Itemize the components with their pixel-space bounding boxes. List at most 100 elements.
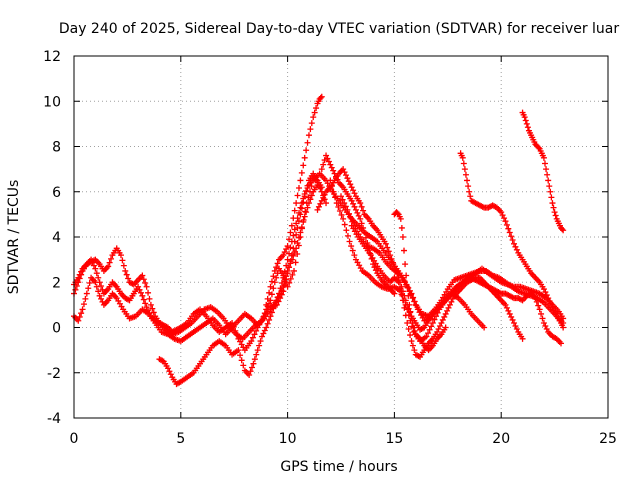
data-point bbox=[311, 109, 318, 116]
data-point bbox=[441, 313, 448, 320]
data-point bbox=[408, 315, 415, 322]
data-point bbox=[542, 289, 549, 296]
data-point bbox=[90, 262, 97, 269]
data-point bbox=[72, 286, 79, 293]
y-tick-label: 10 bbox=[43, 94, 61, 110]
data-point bbox=[545, 177, 552, 184]
data-point bbox=[284, 243, 291, 250]
data-point bbox=[238, 357, 245, 364]
data-point bbox=[253, 351, 260, 358]
data-point bbox=[297, 234, 304, 240]
y-tick-label: 4 bbox=[52, 230, 61, 246]
data-point bbox=[294, 250, 301, 257]
data-point bbox=[76, 271, 83, 278]
data-point bbox=[287, 229, 294, 236]
data-point bbox=[323, 152, 330, 159]
data-point bbox=[293, 220, 300, 227]
data-point bbox=[407, 332, 414, 339]
data-point bbox=[263, 301, 270, 308]
data-point bbox=[301, 213, 308, 220]
data-point bbox=[139, 292, 146, 299]
data-point bbox=[442, 324, 449, 331]
data-point bbox=[98, 283, 105, 290]
data-point bbox=[340, 166, 347, 173]
data-point bbox=[551, 209, 558, 216]
data-point bbox=[535, 302, 542, 309]
data-point bbox=[408, 290, 415, 297]
data-point bbox=[95, 274, 102, 281]
data-point bbox=[300, 195, 307, 202]
data-point bbox=[263, 324, 270, 331]
data-point bbox=[532, 295, 539, 302]
data-point bbox=[300, 162, 307, 169]
data-point bbox=[545, 295, 552, 302]
data-point bbox=[150, 309, 157, 316]
data-point bbox=[345, 178, 352, 185]
data-point bbox=[411, 327, 418, 334]
data-point bbox=[436, 322, 443, 329]
data-point bbox=[403, 272, 410, 279]
data-point bbox=[271, 301, 278, 308]
y-axis-label: SDTVAR / TECUs bbox=[6, 180, 22, 295]
data-point bbox=[143, 304, 150, 311]
data-point bbox=[303, 187, 310, 194]
data-point bbox=[351, 252, 358, 259]
data-point bbox=[348, 243, 355, 250]
data-point bbox=[521, 114, 528, 121]
data-point bbox=[384, 244, 391, 251]
data-point bbox=[167, 371, 174, 378]
data-point bbox=[307, 188, 314, 195]
data-point bbox=[253, 327, 260, 334]
data-point bbox=[249, 334, 256, 341]
data-point bbox=[407, 308, 414, 315]
data-point bbox=[332, 194, 339, 201]
data-point bbox=[442, 310, 449, 317]
data-point bbox=[266, 316, 273, 323]
data-point bbox=[342, 203, 349, 210]
data-point bbox=[347, 214, 354, 221]
axis-ticks: 0 5 10 15 20 25 -4 -2 0 2 4 6 8 10 12 bbox=[43, 49, 617, 447]
data-point bbox=[295, 242, 302, 249]
data-point bbox=[313, 105, 320, 112]
data-point bbox=[96, 292, 103, 299]
data-point bbox=[431, 316, 438, 323]
data-point bbox=[290, 215, 297, 222]
data-point bbox=[147, 301, 154, 308]
data-point bbox=[324, 155, 331, 162]
data-point bbox=[465, 183, 472, 190]
data-point bbox=[546, 298, 553, 305]
data-point bbox=[505, 225, 512, 232]
data-point bbox=[283, 262, 290, 269]
data-point bbox=[402, 261, 409, 268]
data-point bbox=[291, 207, 298, 214]
data-point bbox=[287, 275, 294, 282]
data-point bbox=[508, 313, 515, 320]
x-tick-label: 25 bbox=[599, 431, 617, 447]
data-point bbox=[548, 194, 555, 201]
data-point bbox=[533, 298, 540, 305]
data-point bbox=[402, 312, 409, 319]
data-point bbox=[246, 372, 253, 379]
data-point bbox=[271, 279, 278, 286]
data-point bbox=[357, 215, 364, 222]
data-point bbox=[92, 279, 99, 286]
data-point bbox=[552, 310, 559, 317]
data-point bbox=[372, 267, 379, 274]
data-point bbox=[293, 231, 300, 238]
data-point bbox=[292, 259, 299, 266]
data-point bbox=[280, 274, 287, 281]
data-series bbox=[71, 93, 567, 388]
data-point bbox=[264, 320, 271, 327]
data-point bbox=[481, 324, 488, 331]
data-point bbox=[444, 307, 451, 314]
y-tick-label: -2 bbox=[47, 366, 61, 382]
data-point bbox=[397, 288, 404, 295]
data-point bbox=[340, 215, 347, 222]
data-point bbox=[274, 294, 281, 301]
data-point bbox=[270, 305, 277, 312]
data-point bbox=[290, 232, 297, 239]
data-point bbox=[446, 301, 453, 308]
data-point bbox=[405, 326, 412, 333]
data-point bbox=[508, 233, 515, 240]
